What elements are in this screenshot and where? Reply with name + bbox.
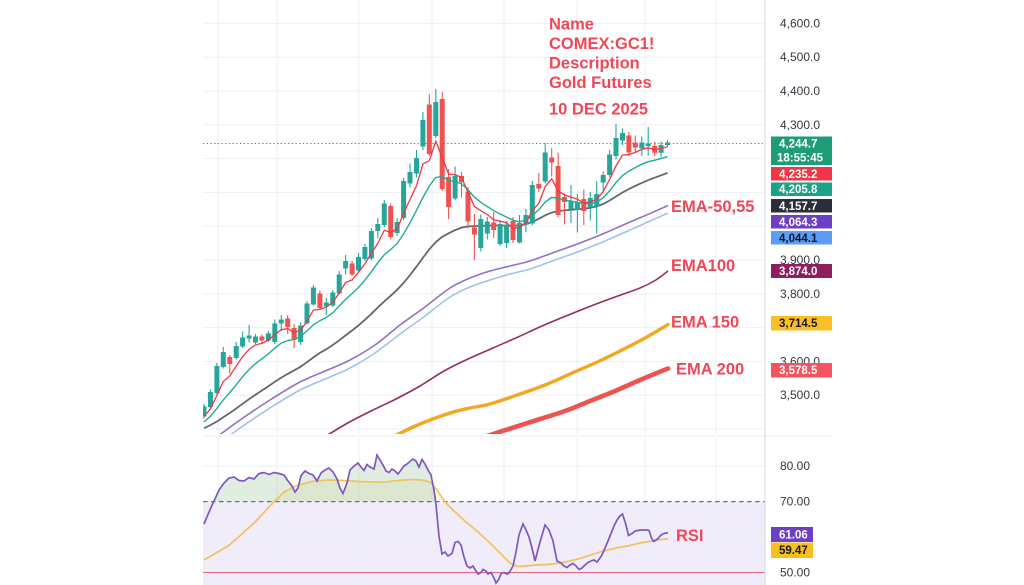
svg-text:4,300.0: 4,300.0 [780, 118, 820, 132]
svg-text:4,044.1: 4,044.1 [779, 233, 818, 245]
svg-text:3,874.0: 3,874.0 [779, 266, 817, 278]
svg-text:4,157.7: 4,157.7 [779, 201, 817, 213]
svg-text:Gold Futures: Gold Futures [549, 74, 652, 92]
svg-text:4,244.7: 4,244.7 [779, 139, 817, 151]
svg-text:RSI: RSI [676, 527, 704, 545]
svg-text:70.00: 70.00 [780, 495, 810, 509]
svg-text:3,800.0: 3,800.0 [780, 287, 820, 301]
svg-text:18:55:45: 18:55:45 [777, 153, 824, 165]
svg-text:EMA100: EMA100 [671, 257, 735, 275]
svg-text:10 DEC 2025: 10 DEC 2025 [549, 101, 648, 119]
svg-text:4,600.0: 4,600.0 [780, 16, 820, 30]
svg-text:EMA 150: EMA 150 [671, 314, 739, 332]
svg-text:3,578.5: 3,578.5 [779, 365, 818, 377]
svg-text:4,064.3: 4,064.3 [779, 217, 817, 229]
svg-text:Name: Name [549, 16, 594, 34]
svg-text:50.00: 50.00 [780, 566, 810, 580]
svg-text:EMA 200: EMA 200 [676, 361, 744, 379]
svg-text:COMEX:GC1!: COMEX:GC1! [549, 35, 654, 53]
svg-text:3,714.5: 3,714.5 [779, 318, 818, 330]
svg-text:4,235.2: 4,235.2 [779, 169, 817, 181]
svg-text:61.06: 61.06 [779, 530, 808, 542]
svg-text:3,900.0: 3,900.0 [780, 253, 820, 267]
svg-text:80.00: 80.00 [780, 459, 810, 473]
svg-text:59.47: 59.47 [779, 545, 808, 557]
svg-text:4,500.0: 4,500.0 [780, 50, 820, 64]
svg-text:4,400.0: 4,400.0 [780, 84, 820, 98]
svg-text:Description: Description [549, 55, 640, 73]
svg-text:3,500.0: 3,500.0 [780, 388, 820, 402]
svg-text:EMA-50,55: EMA-50,55 [671, 198, 754, 216]
svg-text:4,205.8: 4,205.8 [779, 184, 818, 196]
